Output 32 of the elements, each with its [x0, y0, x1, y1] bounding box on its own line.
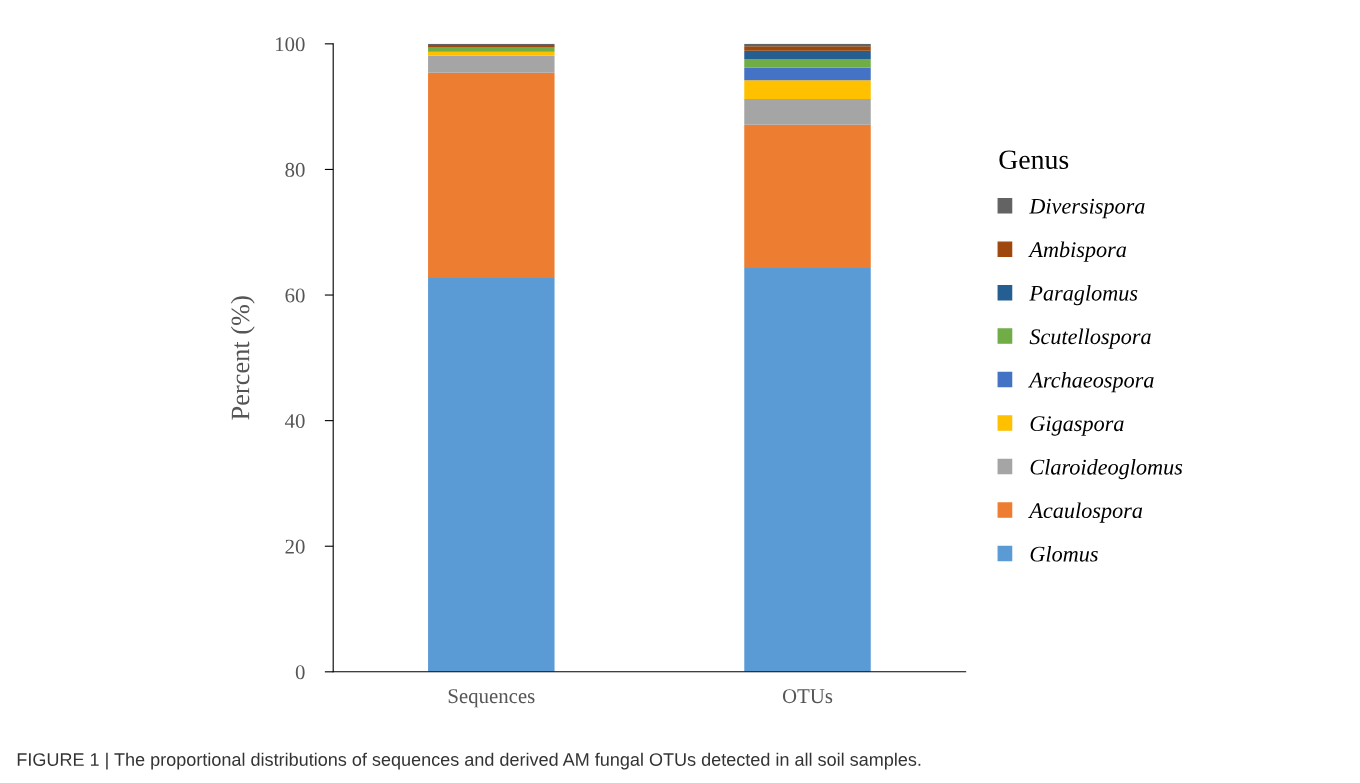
y-tick-label: 20 [285, 539, 305, 554]
y-axis-title: Percent (%) [230, 296, 255, 420]
legend-label: Ambispora [1028, 241, 1127, 262]
x-tick-label: OTUs [782, 689, 833, 704]
legend-label: Acaulospora [1028, 502, 1143, 523]
bar [744, 67, 871, 81]
bar [744, 46, 871, 51]
legend-label: Gigaspora [1030, 416, 1124, 436]
y-tick-label: 60 [285, 288, 305, 303]
legend-title: Genus [999, 150, 1069, 170]
bar [744, 80, 871, 100]
bar [744, 99, 871, 125]
bar [428, 278, 555, 672]
legend-label: Glomus [1030, 545, 1098, 562]
y-tick-label: 40 [285, 414, 305, 429]
bar [428, 55, 555, 73]
bar [428, 72, 555, 279]
legend-label: Paraglomus [1029, 285, 1138, 306]
bar [744, 124, 871, 269]
bar [744, 50, 871, 59]
x-tick-label: Sequences [448, 689, 535, 708]
bar [428, 52, 555, 56]
legend-label: Diversispora [1029, 198, 1145, 219]
caption: FIGURE 1 | The proportional distributions of sequences and derived AM fungal OTUs detected in all soil samples. [17, 752, 921, 770]
legend-label: Scutellospora [1029, 328, 1151, 349]
y-tick-label: 80 [285, 162, 305, 177]
legend-label: Archaeospora [1028, 372, 1154, 393]
y-tick-label: 100 [276, 37, 305, 52]
bar [744, 58, 871, 68]
bar [744, 268, 871, 672]
legend-label: Claroideoglomus [1030, 458, 1183, 480]
y-tick-label: 0 [295, 665, 305, 680]
